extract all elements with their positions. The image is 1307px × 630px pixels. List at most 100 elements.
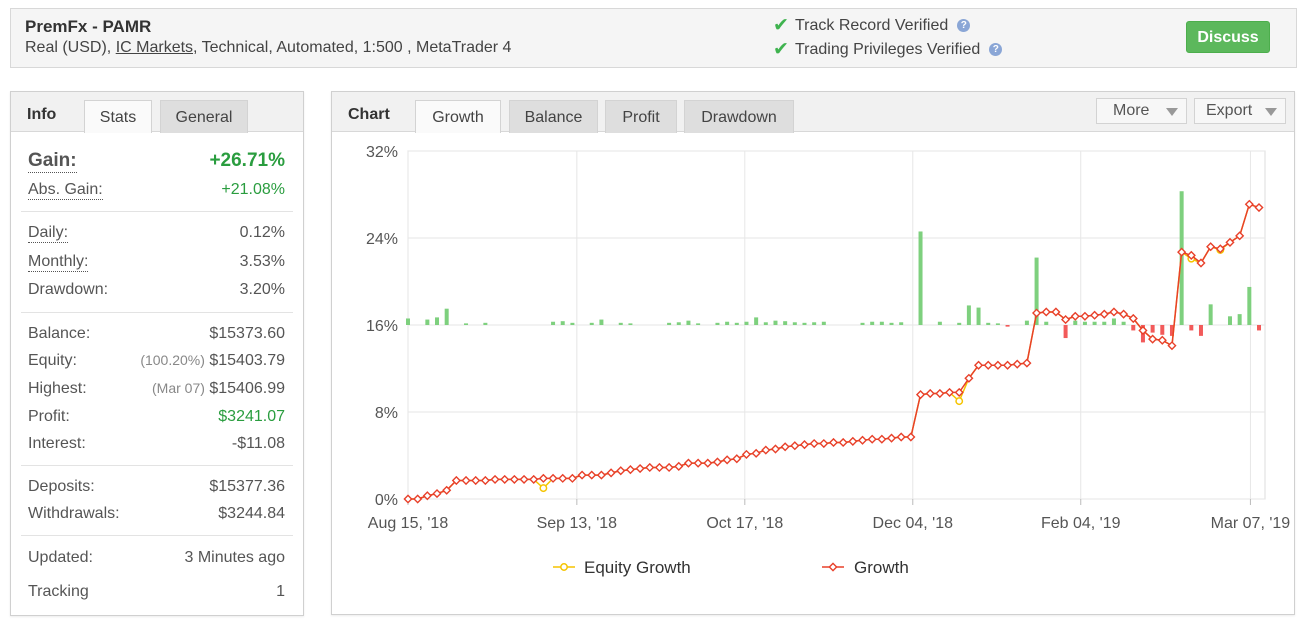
growth-point[interactable]	[442, 485, 452, 495]
growth-point[interactable]	[1041, 307, 1051, 317]
growth-point[interactable]	[828, 437, 839, 448]
growth-point[interactable]	[906, 432, 916, 442]
growth-point[interactable]	[915, 390, 926, 400]
growth-point[interactable]	[935, 388, 945, 399]
loss-bar[interactable]	[1150, 325, 1155, 333]
growth-point[interactable]	[1235, 231, 1245, 241]
growth-point[interactable]	[1138, 325, 1148, 336]
growth-point[interactable]	[954, 387, 964, 398]
profit-bar[interactable]	[812, 322, 817, 325]
profit-bar[interactable]	[773, 320, 778, 325]
loss-bar[interactable]	[1169, 325, 1174, 336]
growth-point[interactable]	[877, 434, 887, 444]
profit-bar[interactable]	[676, 322, 681, 325]
profit-bar[interactable]	[783, 321, 788, 325]
growth-point[interactable]	[809, 438, 819, 449]
growth-point[interactable]	[1206, 242, 1216, 252]
growth-point[interactable]	[422, 491, 432, 501]
growth-point[interactable]	[1099, 309, 1109, 319]
profit-bar[interactable]	[483, 322, 488, 325]
profit-bar[interactable]	[966, 305, 971, 325]
profit-bar[interactable]	[1227, 316, 1232, 325]
loss-bar[interactable]	[1005, 325, 1010, 327]
profit-bar[interactable]	[986, 322, 991, 325]
growth-point[interactable]	[799, 440, 810, 450]
daily-label[interactable]: Daily:	[28, 224, 69, 243]
growth-point[interactable]	[1051, 307, 1061, 317]
profit-bar[interactable]	[618, 322, 623, 325]
growth-point[interactable]	[693, 458, 703, 468]
profit-bar[interactable]	[802, 322, 807, 325]
loss-bar[interactable]	[1189, 325, 1194, 331]
gain-label[interactable]: Gain:	[28, 150, 77, 173]
profit-bar[interactable]	[1082, 321, 1087, 325]
tab-balance[interactable]: Balance	[509, 100, 598, 133]
growth-point[interactable]	[741, 449, 752, 460]
growth-point[interactable]	[703, 458, 713, 468]
growth-point[interactable]	[403, 494, 413, 504]
profit-bar[interactable]	[870, 321, 875, 325]
growth-point[interactable]	[1031, 308, 1042, 318]
growth-point[interactable]	[500, 474, 510, 485]
growth-point[interactable]	[432, 488, 442, 499]
growth-point[interactable]	[451, 475, 461, 486]
growth-point[interactable]	[519, 474, 529, 485]
abs-gain-label[interactable]: Abs. Gain:	[28, 181, 103, 200]
growth-point[interactable]	[1225, 237, 1235, 247]
loss-bar[interactable]	[1063, 325, 1068, 339]
growth-point[interactable]	[471, 475, 481, 486]
growth-point[interactable]	[490, 474, 500, 485]
growth-point[interactable]	[732, 454, 742, 464]
growth-point[interactable]	[925, 388, 935, 399]
help-icon[interactable]: ?	[989, 43, 1003, 56]
profit-bar[interactable]	[1208, 304, 1213, 325]
growth-point[interactable]	[1186, 250, 1196, 260]
profit-bar[interactable]	[1044, 321, 1049, 325]
growth-point[interactable]	[712, 457, 723, 467]
growth-point[interactable]	[819, 438, 829, 449]
growth-point[interactable]	[1167, 341, 1177, 351]
growth-point[interactable]	[1090, 310, 1100, 320]
loss-bar[interactable]	[1160, 325, 1165, 335]
tab-profit[interactable]: Profit	[605, 100, 677, 133]
profit-bar[interactable]	[589, 322, 594, 325]
profit-bar[interactable]	[889, 322, 894, 325]
equity-point[interactable]	[539, 484, 548, 493]
help-icon[interactable]: ?	[957, 19, 971, 32]
legend-growth[interactable]: Growth	[854, 558, 909, 577]
growth-point[interactable]	[538, 473, 548, 483]
growth-point[interactable]	[606, 468, 616, 478]
tab-growth[interactable]: Growth	[415, 100, 501, 133]
profit-bar[interactable]	[570, 322, 575, 325]
profit-bar[interactable]	[821, 321, 826, 325]
growth-chart[interactable]: 0% 8% 16% 24% 32% Aug 15, '18 Sep 13, '18 Oct 1…	[332, 133, 1294, 613]
broker-link[interactable]: IC Markets	[115, 39, 194, 56]
profit-bar[interactable]	[957, 322, 962, 325]
growth-point[interactable]	[1177, 247, 1187, 257]
growth-point[interactable]	[1080, 311, 1090, 321]
growth-point[interactable]	[1022, 358, 1032, 368]
profit-bar[interactable]	[1092, 321, 1097, 325]
growth-point[interactable]	[896, 432, 906, 442]
growth-point[interactable]	[1196, 258, 1206, 268]
growth-point[interactable]	[770, 444, 781, 454]
growth-point[interactable]	[509, 474, 519, 485]
profit-bar[interactable]	[995, 323, 1000, 325]
growth-point[interactable]	[1215, 244, 1225, 254]
growth-point[interactable]	[413, 494, 423, 504]
growth-point[interactable]	[780, 442, 790, 452]
growth-point[interactable]	[1128, 313, 1138, 324]
profit-bar[interactable]	[976, 307, 981, 325]
loss-bar[interactable]	[1257, 325, 1261, 331]
profit-bar[interactable]	[667, 322, 672, 325]
growth-point[interactable]	[1002, 360, 1013, 370]
profit-bar[interactable]	[464, 323, 469, 325]
profit-bar[interactable]	[744, 321, 749, 325]
growth-point[interactable]	[548, 473, 558, 483]
profit-bar[interactable]	[1247, 286, 1252, 325]
growth-point[interactable]	[973, 360, 984, 370]
tab-stats[interactable]: Stats	[84, 100, 152, 133]
growth-point[interactable]	[722, 455, 732, 465]
monthly-label[interactable]: Monthly:	[28, 253, 89, 272]
more-dropdown[interactable]: More	[1096, 98, 1187, 124]
